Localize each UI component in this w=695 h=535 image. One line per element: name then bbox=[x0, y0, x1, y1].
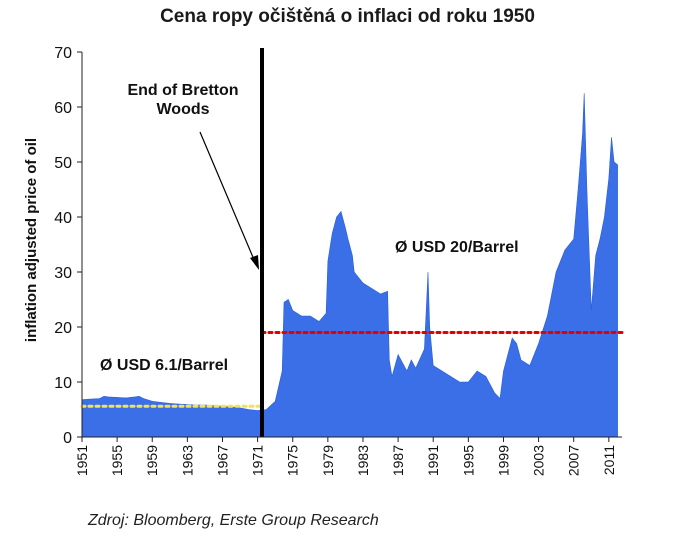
event-label-line2: Woods bbox=[156, 101, 209, 118]
x-tick-label: 2003 bbox=[531, 445, 547, 476]
x-tick-label: 1999 bbox=[495, 445, 511, 476]
y-tick-label: 0 bbox=[63, 430, 72, 447]
plot-area bbox=[81, 93, 618, 438]
x-tick-label: 2011 bbox=[601, 445, 617, 475]
x-tick-label: 1955 bbox=[109, 445, 125, 476]
y-tick-label: 40 bbox=[54, 210, 72, 227]
event-arrow bbox=[199, 131, 256, 263]
y-tick-label: 10 bbox=[54, 375, 72, 392]
price-area bbox=[81, 93, 618, 438]
y-tick-label: 60 bbox=[54, 100, 72, 117]
average-label-late: Ø USD 20/Barrel bbox=[395, 239, 519, 256]
x-tick-label: 2007 bbox=[566, 445, 582, 476]
x-tick-label: 1991 bbox=[425, 445, 441, 476]
x-tick-label: 1975 bbox=[285, 445, 301, 476]
x-tick-label: 1963 bbox=[179, 445, 195, 476]
x-tick-label: 1983 bbox=[355, 445, 371, 476]
source-note: Zdroj: Bloomberg, Erste Group Research bbox=[88, 512, 379, 529]
event-layer bbox=[199, 48, 264, 437]
x-tick-label: 1967 bbox=[214, 445, 230, 476]
x-tick-label: 1979 bbox=[320, 445, 336, 476]
y-axis-label: inflation adjusted price of oil bbox=[23, 138, 40, 342]
average-label-early: Ø USD 6.1/Barrel bbox=[100, 357, 228, 374]
event-label-line1: End of Bretton bbox=[127, 82, 238, 99]
y-tick-label: 30 bbox=[54, 265, 72, 282]
x-tick-label: 1995 bbox=[460, 445, 476, 476]
x-tick-label: 1971 bbox=[250, 445, 266, 476]
axes: 0 10 20 30 40 50 60 70 1951 1955 1959 1963 1967 1971 1… bbox=[54, 45, 622, 476]
average-lines bbox=[80, 331, 624, 408]
event-arrow-head bbox=[250, 255, 259, 270]
x-tick-label: 1951 bbox=[74, 445, 90, 476]
y-tick-label: 70 bbox=[54, 45, 72, 62]
y-tick-label: 20 bbox=[54, 320, 72, 337]
x-tick-label: 1959 bbox=[144, 445, 160, 476]
y-tick-label: 50 bbox=[54, 155, 72, 172]
chart-title: Cena ropy očištěná o inflaci od roku 195… bbox=[160, 6, 535, 27]
x-tick-label: 1987 bbox=[390, 445, 406, 476]
